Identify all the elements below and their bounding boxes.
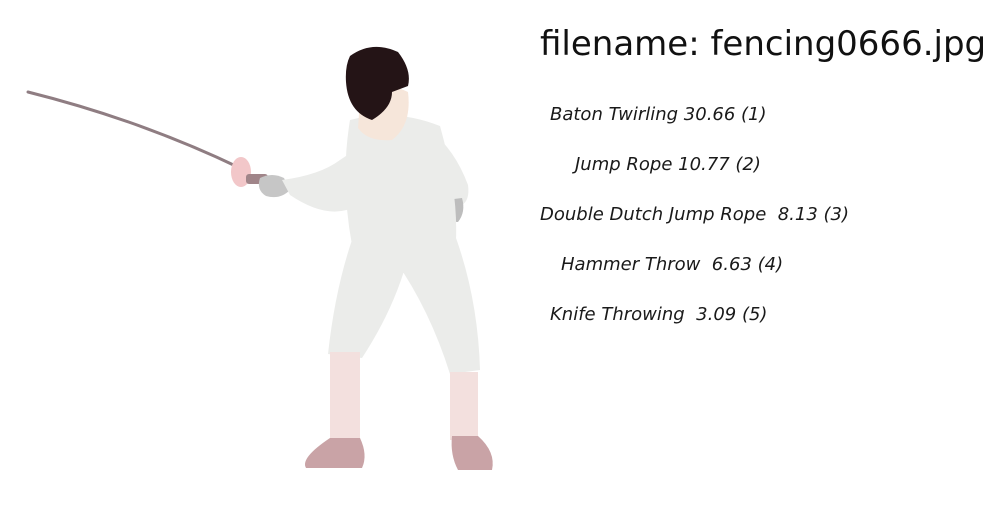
front-leg bbox=[328, 240, 412, 358]
foil-blade bbox=[26, 90, 242, 170]
weapon-arm bbox=[282, 150, 358, 212]
back-shoe bbox=[451, 436, 493, 470]
prediction-4: Hammer Throw 6.63 (4) bbox=[561, 254, 784, 275]
weapon-glove bbox=[258, 175, 290, 198]
fencer-illustration bbox=[26, 46, 493, 470]
fencing-mask bbox=[345, 46, 409, 120]
prediction-3: Double Dutch Jump Rope 8.13 (3) bbox=[540, 204, 850, 225]
back-leg bbox=[395, 238, 480, 374]
front-shoe bbox=[305, 438, 365, 468]
prediction-2: Jump Rope 10.77 (2) bbox=[575, 154, 761, 175]
back-sock bbox=[450, 372, 478, 440]
filename-label: filename: fencing0666.jpg bbox=[540, 24, 987, 64]
prediction-1: Baton Twirling 30.66 (1) bbox=[550, 104, 767, 125]
front-sock bbox=[330, 352, 360, 444]
prediction-5: Knife Throwing 3.09 (5) bbox=[550, 304, 768, 325]
torso bbox=[345, 115, 457, 245]
